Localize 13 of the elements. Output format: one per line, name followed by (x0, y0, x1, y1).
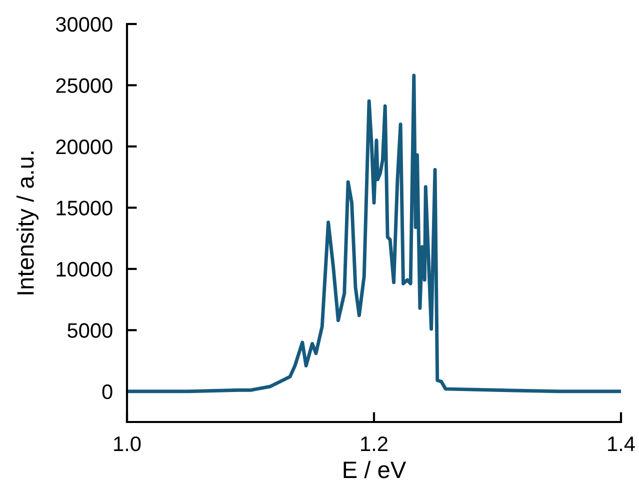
x-tick-label: 1.2 (361, 436, 388, 451)
y-axis-title: Intensity / a.u. (16, 152, 39, 294)
y-tick-label: 30000 (56, 17, 112, 32)
line-series (127, 74, 621, 394)
y-tick-label: 20000 (56, 139, 112, 154)
y-tick-label: 25000 (56, 78, 112, 93)
y-tick-label: 0 (102, 384, 112, 400)
x-tick-label: 1.4 (608, 436, 635, 451)
x-axis-title: E / eV (344, 460, 406, 478)
y-tick-label: 10000 (56, 262, 112, 277)
x-tick-label: 1.0 (114, 436, 141, 452)
y-tick-label: 15000 (56, 200, 112, 216)
y-tick-label: 5000 (68, 323, 112, 338)
